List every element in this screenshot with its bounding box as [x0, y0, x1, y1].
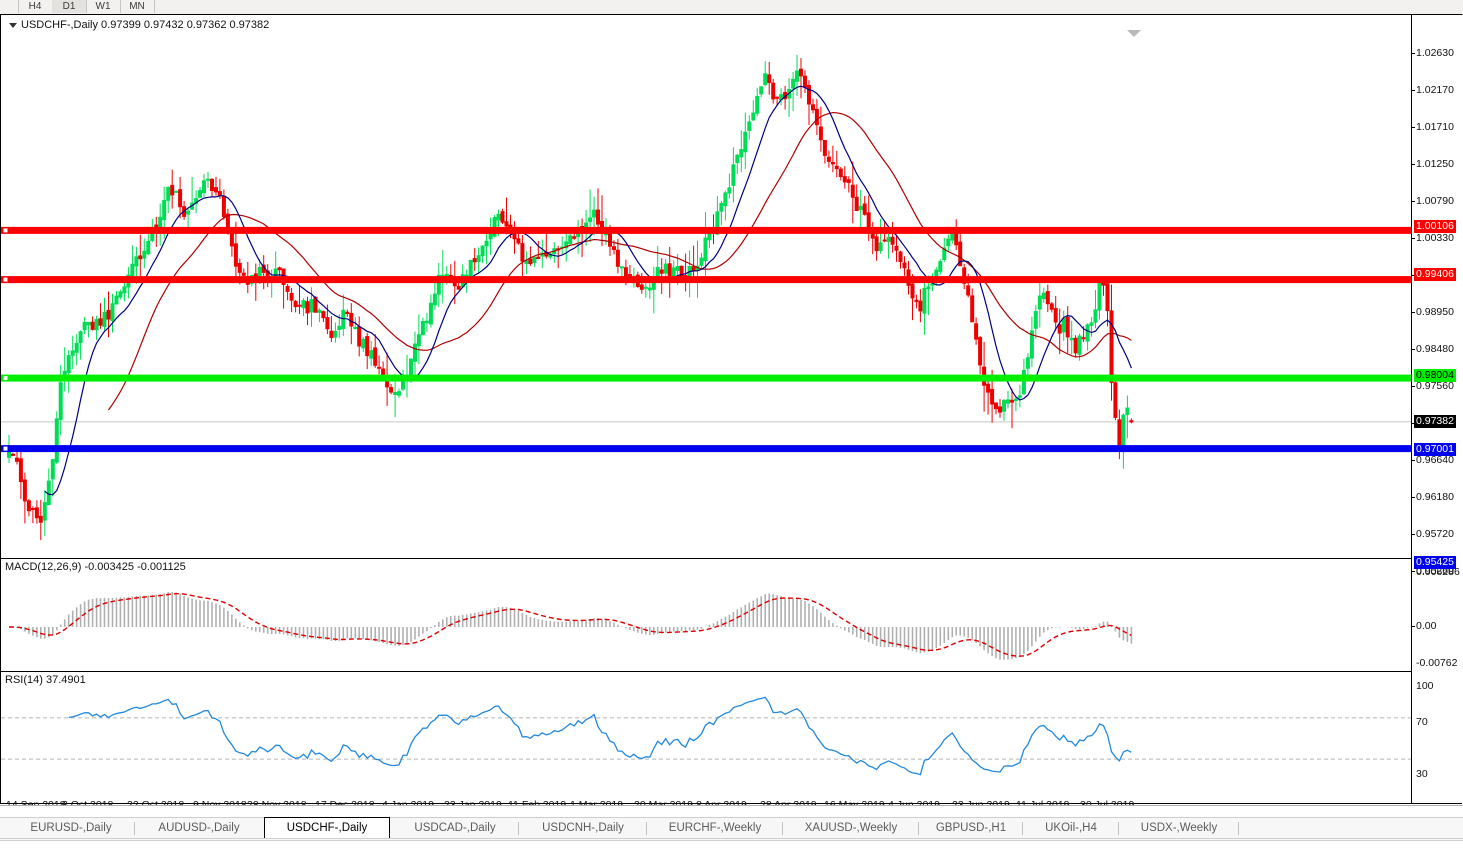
price-tick-mark: [1412, 571, 1415, 572]
timeframe-tab-w1[interactable]: W1: [86, 0, 121, 13]
support-label-blue-1[interactable]: 0.97001: [1414, 443, 1456, 456]
price-tick-mark: [1412, 497, 1415, 498]
chart-title-text: USDCHF-,Daily 0.97399 0.97432 0.97362 0.…: [21, 19, 270, 31]
price-tick-mark: [1412, 423, 1415, 424]
price-tick-mark: [1412, 460, 1415, 461]
symbol-tab-usdx[interactable]: USDX-,Weekly: [1140, 822, 1218, 834]
price-tick-mark: [1412, 53, 1415, 54]
macd-title: MACD(12,26,9) -0.003425 -0.001125: [5, 561, 186, 573]
support-label-green[interactable]: 0.98004: [1414, 369, 1456, 382]
rsi-tick-label: 70: [1416, 716, 1428, 728]
support-label-blue-2[interactable]: 0.95425: [1414, 556, 1456, 569]
price-tick-label: 0.98950: [1416, 306, 1454, 318]
symbol-tab-audusd[interactable]: AUDUSD-,Daily: [158, 822, 240, 834]
symbol-tab-eurusd[interactable]: EURUSD-,Daily: [30, 822, 112, 834]
price-tick-label: 0.96180: [1416, 491, 1454, 503]
price-axis[interactable]: 1.02630 1.02170 1.01710 1.01250 1.00790 1.003…: [1411, 15, 1462, 803]
symbol-tab-gbpusd[interactable]: GBPUSD-,H1: [935, 822, 1007, 834]
resistance-label-1[interactable]: 1.00106: [1414, 220, 1456, 233]
price-tick-mark: [1412, 275, 1415, 276]
price-tick-mark: [1412, 386, 1415, 387]
price-pane[interactable]: USDCHF-,Daily 0.97399 0.97432 0.97362 0.…: [1, 15, 1411, 550]
macd-tick-label: -0.00762: [1416, 657, 1458, 669]
macd-tick-label: 0.00: [1416, 620, 1437, 632]
price-tick-mark: [1412, 127, 1415, 128]
price-tick-label: 1.01250: [1416, 158, 1454, 170]
price-tick-label: 0.96640: [1416, 454, 1454, 466]
symbol-tab-xauusd[interactable]: XAUUSD-,Weekly: [804, 822, 898, 834]
price-tick-label: 0.95720: [1416, 528, 1454, 540]
price-tick-label: 0.97560: [1416, 380, 1454, 392]
rsi-pane[interactable]: RSI(14) 37.4901: [1, 671, 1411, 797]
symbol-tab-usdcad[interactable]: USDCAD-,Daily: [414, 822, 496, 834]
tab-separator: [1022, 822, 1023, 835]
symbol-tab-usdcnh[interactable]: USDCNH-,Daily: [542, 822, 624, 834]
chart-frame: USDCHF-,Daily 0.97399 0.97432 0.97362 0.…: [0, 14, 1462, 804]
price-tick-mark: [1412, 534, 1415, 535]
current-price-label[interactable]: 0.97382: [1414, 415, 1456, 428]
price-tick-label: 1.02170: [1416, 84, 1454, 96]
timeframe-tab-d1[interactable]: D1: [52, 0, 87, 13]
tab-separator: [134, 822, 135, 835]
resistance-label-2[interactable]: 0.99406: [1414, 268, 1456, 281]
price-tick-label: 0.98480: [1416, 343, 1454, 355]
chart-scroll-marker[interactable]: [1127, 30, 1141, 37]
tab-separator: [782, 822, 783, 835]
symbol-tab-usdchf[interactable]: USDCHF-,Daily: [264, 817, 390, 839]
rsi-title: RSI(14) 37.4901: [5, 674, 86, 686]
tab-separator: [1238, 822, 1239, 835]
rsi-tick-label: 30: [1416, 768, 1428, 780]
timeframe-toolbar: H4 D1 W1 MN: [0, 0, 1463, 15]
price-tick-label: 1.00330: [1416, 232, 1454, 244]
symbol-tab-ukoil[interactable]: UKOil-,H4: [1045, 822, 1097, 834]
rsi-tick-label: 100: [1416, 680, 1434, 692]
tab-separator: [646, 822, 647, 835]
chevron-down-icon[interactable]: [9, 22, 17, 28]
chart-title-bar: USDCHF-,Daily 0.97399 0.97432 0.97362 0.…: [9, 19, 269, 31]
price-tick-label: 1.02630: [1416, 47, 1454, 59]
price-candles: [1, 55, 1411, 541]
price-tick-mark: [1412, 201, 1415, 202]
tabstrip-underline: [0, 838, 1463, 839]
price-tick-label: 1.01710: [1416, 121, 1454, 133]
macd-tick-label: 0.006286: [1416, 566, 1460, 578]
timeframe-tab-h4[interactable]: H4: [18, 0, 53, 13]
price-tick-label: 1.00790: [1416, 195, 1454, 207]
price-tick-mark: [1412, 238, 1415, 239]
tab-separator: [518, 822, 519, 835]
rsi-plot: [1, 696, 1411, 776]
tab-separator: [918, 822, 919, 835]
symbol-tab-eurchf[interactable]: EURCHF-,Weekly: [668, 822, 762, 834]
symbol-tabbar: EURUSD-,Daily AUDUSD-,Daily USDCHF-,Daily U…: [0, 805, 1463, 848]
tabbar-divider: [0, 805, 1463, 806]
macd-tick-mark: [1412, 626, 1415, 627]
price-tick-mark: [1412, 164, 1415, 165]
price-tick-mark: [1412, 349, 1415, 350]
macd-pane[interactable]: MACD(12,26,9) -0.003425 -0.001125: [1, 558, 1411, 669]
macd-plot: [9, 592, 1133, 660]
symbol-tabstrip[interactable]: EURUSD-,Daily AUDUSD-,Daily USDCHF-,Daily U…: [0, 817, 1463, 841]
timeframe-tab-mn[interactable]: MN: [120, 0, 155, 13]
toolbar-gutter: [0, 0, 19, 13]
price-tick-mark: [1412, 90, 1415, 91]
price-tick-mark: [1412, 312, 1415, 313]
tab-separator: [1118, 822, 1119, 835]
